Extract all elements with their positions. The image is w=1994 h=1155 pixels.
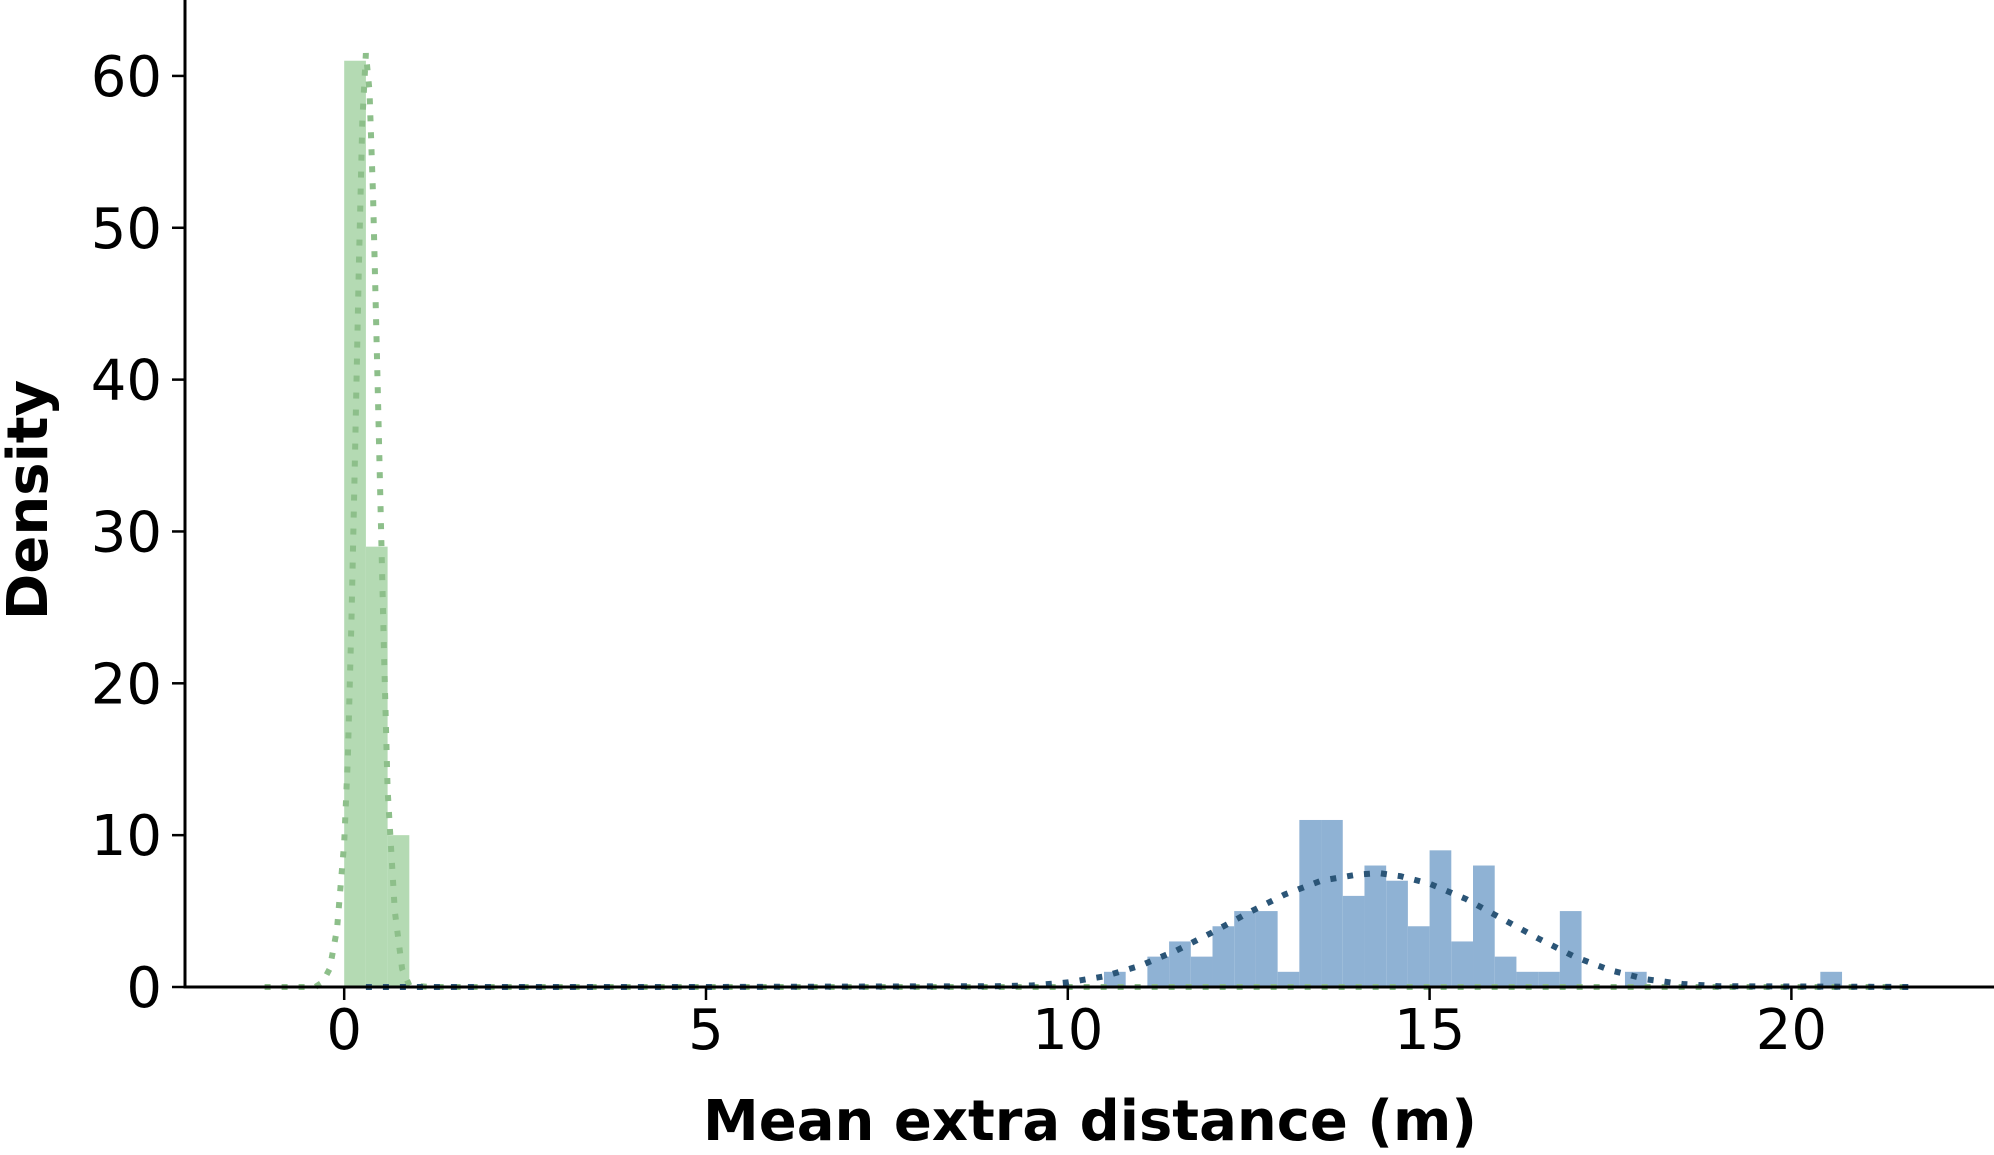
density-curve-2 — [264, 52, 1915, 990]
histogram-bar-s1-4 — [1212, 926, 1235, 987]
histogram-bar-s1-6 — [1255, 911, 1278, 987]
histogram-bar-s1-18 — [1516, 971, 1539, 987]
x-tick-label-4: 20 — [1756, 998, 1827, 1063]
y-tick-label-0: 0 — [126, 956, 162, 1021]
y-tick-label-2: 20 — [91, 652, 162, 717]
histogram-bar-s1-0 — [1103, 971, 1126, 987]
histogram-bar-s0-1 — [365, 546, 388, 987]
density-curves — [264, 52, 1915, 990]
y-tick-label-6: 60 — [91, 45, 162, 110]
histogram-bar-s1-22 — [1820, 971, 1843, 987]
x-tick-label-2: 10 — [1032, 998, 1103, 1063]
histogram-bars — [344, 60, 1843, 987]
histogram-bar-s1-14 — [1429, 850, 1452, 987]
x-tick-label-3: 15 — [1394, 998, 1465, 1063]
axes — [183, 0, 1994, 989]
histogram-bar-s1-16 — [1473, 865, 1495, 987]
histogram-bar-s1-17 — [1494, 956, 1517, 987]
density-curve-3 — [365, 870, 1915, 990]
y-axis-label: Density — [0, 380, 61, 620]
histogram-bar-s1-12 — [1386, 880, 1408, 987]
histogram-bar-s1-2 — [1169, 941, 1191, 987]
histogram-bar-s1-9 — [1321, 819, 1343, 987]
histogram-bar-s0-0 — [344, 60, 366, 987]
tick-marks: 0 5 10 15 20 0 10 20 30 40 50 60 — [91, 45, 1827, 1063]
histogram-bar-s1-13 — [1407, 926, 1430, 987]
histogram-bar-s1-8 — [1299, 819, 1322, 987]
x-tick-label-1: 5 — [688, 998, 724, 1063]
histogram-bar-s1-10 — [1342, 895, 1365, 987]
histogram-bar-s1-5 — [1234, 911, 1256, 987]
histogram-bar-s1-19 — [1538, 971, 1560, 987]
x-tick-label-0: 0 — [326, 998, 362, 1063]
histogram-bar-s1-20 — [1559, 911, 1582, 987]
histogram-bar-s1-3 — [1190, 956, 1213, 987]
y-tick-label-5: 50 — [91, 197, 162, 262]
y-tick-label-1: 10 — [91, 804, 162, 869]
histogram-bar-s1-11 — [1364, 865, 1387, 987]
histogram-bar-s1-1 — [1147, 956, 1170, 987]
y-tick-label-4: 40 — [91, 349, 162, 414]
x-axis-label: Mean extra distance (m) — [703, 1089, 1477, 1154]
y-tick-label-3: 30 — [91, 500, 162, 565]
histogram-bar-s1-15 — [1451, 941, 1474, 987]
histogram-bar-s1-7 — [1277, 971, 1300, 987]
histogram-bar-s0-2 — [387, 835, 410, 987]
